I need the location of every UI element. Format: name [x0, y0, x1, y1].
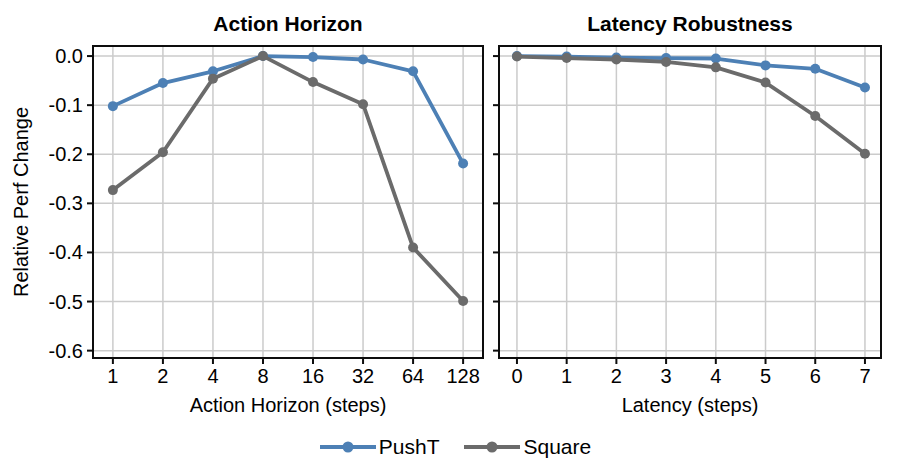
series-marker-square	[258, 51, 268, 61]
x-tick-label: 5	[760, 365, 771, 387]
x-tick-label: 64	[402, 365, 424, 387]
x-tick-label: 6	[810, 365, 821, 387]
x-tick-label: 2	[611, 365, 622, 387]
series-marker-pusht	[810, 64, 820, 74]
x-tick-label: 4	[710, 365, 721, 387]
series-line-square	[113, 56, 463, 301]
axes-spines	[499, 46, 881, 358]
series-marker-square	[711, 62, 721, 72]
series-marker-square	[661, 57, 671, 67]
series-marker-square	[611, 55, 621, 65]
series-marker-square	[512, 52, 522, 62]
legend: PushT Square	[0, 433, 910, 461]
x-tick-label: 3	[661, 365, 672, 387]
chart-title-latency-robustness: Latency Robustness	[499, 11, 881, 37]
series-marker-pusht	[308, 52, 318, 62]
chart-title-action-horizon: Action Horizon	[93, 11, 483, 37]
series-marker-square	[761, 78, 771, 88]
pusht-swatch-marker	[342, 442, 353, 453]
x-tick-label: 1	[107, 365, 118, 387]
x-tick-label: 32	[352, 365, 374, 387]
legend-label-pusht: PushT	[379, 435, 440, 459]
x-axis-label-action-horizon: Action Horizon (steps)	[93, 392, 483, 418]
y-tick-label: -0.4	[49, 241, 83, 263]
y-tick-label: -0.2	[49, 143, 83, 165]
pusht-line-swatch	[319, 440, 377, 454]
series-marker-square	[860, 149, 870, 159]
series-marker-pusht	[711, 54, 721, 64]
figure-dual-line-chart: 12481632641280.0-0.1-0.2-0.3-0.4-0.5-0.6…	[0, 0, 910, 474]
x-axis-label-latency: Latency (steps)	[499, 392, 881, 418]
series-marker-pusht	[158, 78, 168, 88]
x-tick-label: 2	[157, 365, 168, 387]
series-marker-pusht	[458, 159, 468, 169]
x-tick-label: 128	[446, 365, 479, 387]
y-tick-label: -0.5	[49, 291, 83, 313]
series-marker-square	[810, 111, 820, 121]
legend-label-square: Square	[523, 435, 591, 459]
y-tick-label: -0.6	[49, 340, 83, 362]
series-marker-pusht	[108, 101, 118, 111]
x-tick-label: 1	[561, 365, 572, 387]
x-tick-label: 16	[302, 365, 324, 387]
y-tick-label: 0.0	[55, 45, 83, 67]
legend-item-square: Square	[463, 435, 591, 459]
series-marker-square	[208, 74, 218, 84]
y-axis-label: Relative Perf Change	[10, 107, 33, 297]
series-marker-pusht	[358, 55, 368, 65]
x-tick-label: 7	[859, 365, 870, 387]
x-tick-label: 8	[257, 365, 268, 387]
series-marker-square	[358, 99, 368, 109]
series-marker-square	[308, 77, 318, 87]
series-marker-square	[158, 147, 168, 157]
series-marker-pusht	[408, 66, 418, 76]
series-marker-square	[562, 53, 572, 63]
series-marker-pusht	[860, 82, 870, 92]
series-marker-square	[458, 296, 468, 306]
series-marker-square	[108, 185, 118, 195]
series-marker-square	[408, 243, 418, 253]
square-swatch-marker	[487, 442, 498, 453]
square-line-swatch	[463, 440, 521, 454]
x-tick-label: 4	[207, 365, 218, 387]
series-marker-pusht	[761, 60, 771, 70]
x-tick-label: 0	[511, 365, 522, 387]
y-tick-label: -0.3	[49, 192, 83, 214]
legend-item-pusht: PushT	[319, 435, 440, 459]
y-tick-label: -0.1	[49, 94, 83, 116]
